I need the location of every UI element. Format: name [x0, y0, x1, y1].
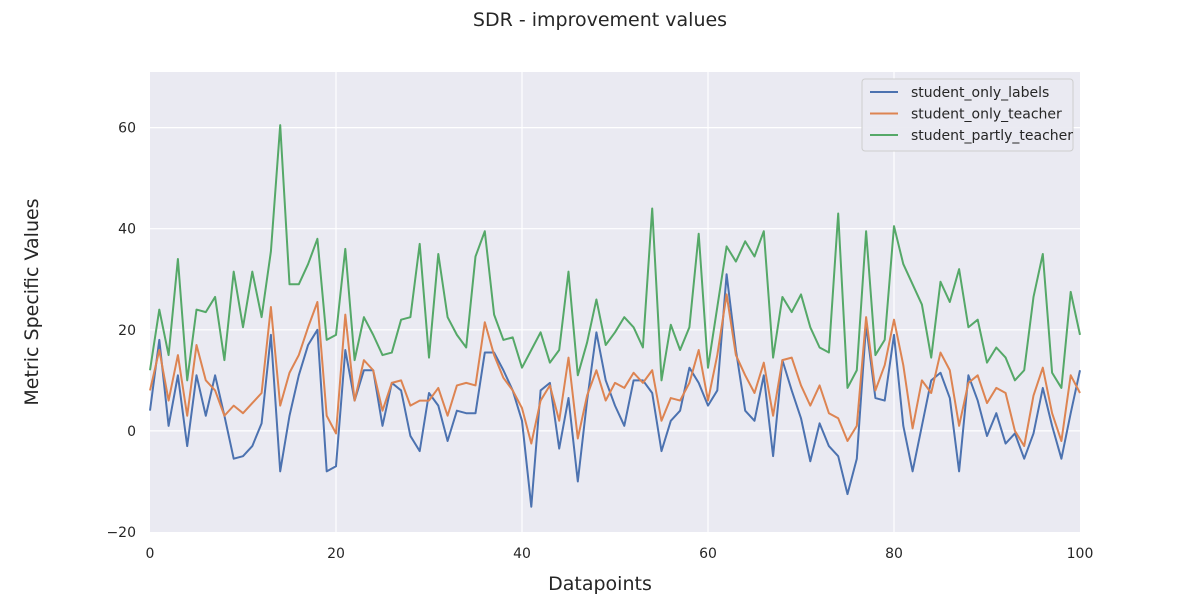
- legend-label: student_partly_teacher: [911, 128, 1073, 144]
- x-axis-label: Datapoints: [548, 573, 652, 595]
- y-tick-label: 60: [118, 121, 136, 137]
- x-tick-label: 60: [699, 546, 717, 562]
- y-axis-label: Metric Specific Values: [21, 198, 43, 405]
- x-tick-label: 40: [513, 546, 531, 562]
- x-tick-label: 80: [885, 546, 903, 562]
- chart-title: SDR - improvement values: [473, 9, 727, 31]
- series-line-student-only-labels: [149, 273, 1081, 508]
- legend-box: [861, 78, 1074, 152]
- legend-label: student_only_teacher: [911, 107, 1062, 123]
- x-tick-label: 100: [1067, 546, 1094, 562]
- x-tick-labels: 0 20 40 60 80 100: [146, 546, 1094, 562]
- y-tick-label: 40: [118, 222, 136, 238]
- y-tick-label: 0: [127, 424, 136, 440]
- y-tick-labels: −20 0 20 40 60: [106, 121, 136, 541]
- y-tick-label: −20: [106, 525, 136, 541]
- x-tick-label: 0: [146, 546, 155, 562]
- legend: student_only_labels student_only_teachers…: [861, 78, 1074, 152]
- legend-label: student_only_labels: [911, 85, 1049, 101]
- series-line-student-only-teacher: [149, 293, 1081, 448]
- x-tick-label: 20: [327, 546, 345, 562]
- series-line-student-partly-teacher: [149, 124, 1081, 389]
- series-lines: [149, 124, 1081, 508]
- y-tick-label: 20: [118, 323, 136, 339]
